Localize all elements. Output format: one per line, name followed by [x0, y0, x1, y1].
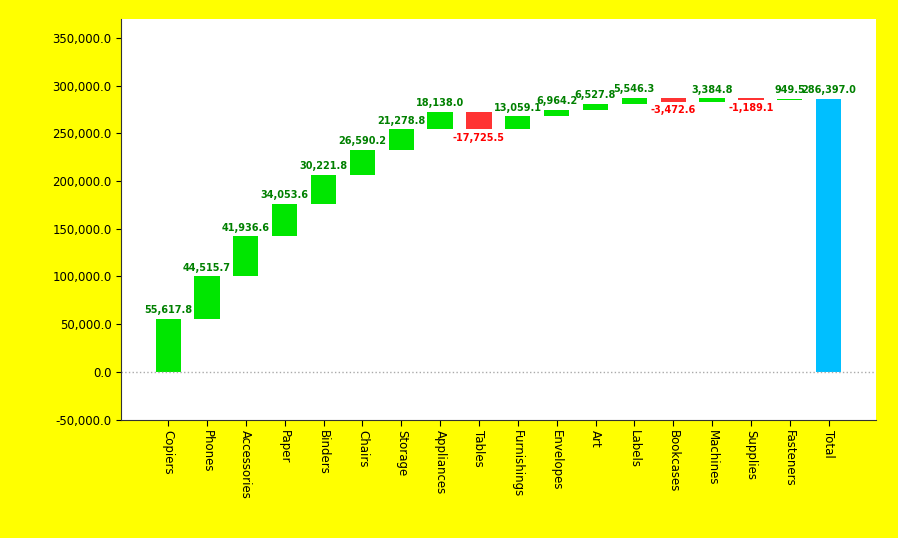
Text: 34,053.6: 34,053.6	[260, 190, 309, 200]
Text: 55,617.8: 55,617.8	[144, 305, 192, 315]
Text: 13,059.1: 13,059.1	[494, 103, 541, 112]
Text: 41,936.6: 41,936.6	[222, 223, 270, 232]
Bar	[272, 204, 297, 236]
Bar	[389, 129, 414, 150]
Text: 26,590.2: 26,590.2	[339, 136, 386, 146]
Text: 18,138.0: 18,138.0	[416, 98, 464, 108]
Text: 3,384.8: 3,384.8	[691, 84, 733, 95]
Bar	[621, 98, 647, 104]
Bar	[661, 98, 686, 102]
Text: 44,515.7: 44,515.7	[183, 263, 231, 273]
Text: 6,964.2: 6,964.2	[536, 96, 577, 106]
Bar	[816, 98, 841, 372]
Bar	[544, 110, 569, 116]
Bar	[194, 277, 220, 319]
Text: 21,278.8: 21,278.8	[377, 116, 426, 125]
Text: 949.5: 949.5	[774, 85, 806, 95]
Bar	[466, 112, 491, 129]
Text: 286,397.0: 286,397.0	[801, 85, 856, 95]
Bar	[506, 116, 531, 129]
Text: 6,527.8: 6,527.8	[575, 90, 616, 100]
Bar	[583, 104, 608, 110]
Bar	[427, 112, 453, 129]
Bar	[777, 98, 803, 100]
Bar	[350, 150, 375, 175]
Bar	[155, 319, 180, 372]
Text: -17,725.5: -17,725.5	[453, 133, 505, 143]
Text: 30,221.8: 30,221.8	[300, 161, 348, 171]
Text: 5,546.3: 5,546.3	[613, 84, 655, 95]
Bar	[700, 98, 725, 102]
Text: -1,189.1: -1,189.1	[728, 103, 773, 114]
Bar	[738, 98, 763, 100]
Text: -3,472.6: -3,472.6	[650, 105, 696, 116]
Bar	[233, 236, 259, 277]
Bar	[311, 175, 336, 204]
